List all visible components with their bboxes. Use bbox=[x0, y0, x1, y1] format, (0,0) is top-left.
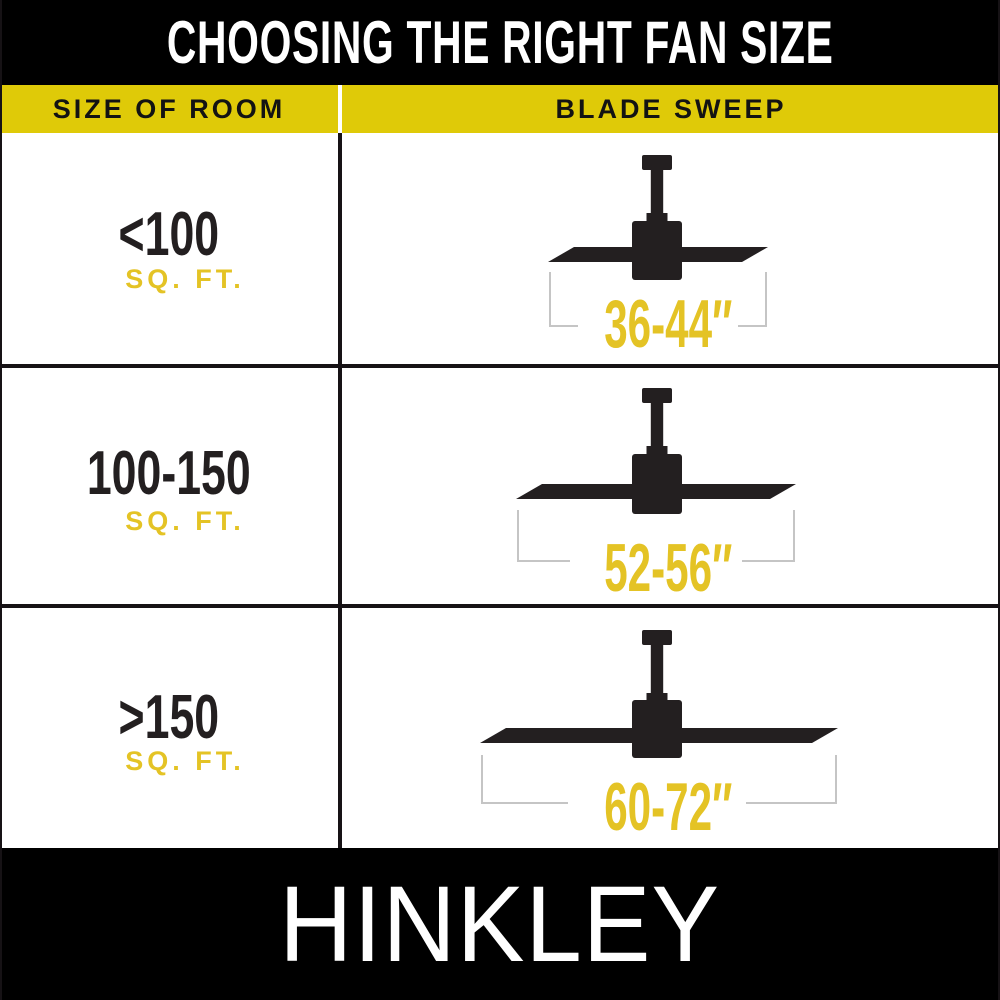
blade-sweep-cell: 52-56″ bbox=[342, 368, 1000, 604]
header-bar: CHOOSING THE RIGHT FAN SIZE bbox=[0, 0, 1000, 85]
table-row: 100-150 SQ. FT. 52-56″ bbox=[0, 368, 1000, 608]
blade-sweep-value: 60-72″ bbox=[603, 769, 733, 845]
ceiling-fan-icon bbox=[516, 388, 796, 562]
left-border bbox=[0, 0, 2, 1000]
blade-sweep-cell: 36-44″ bbox=[342, 133, 1000, 364]
column-header-band: SIZE OF ROOM BLADE SWEEP bbox=[0, 85, 1000, 133]
room-size-cell: >150 SQ. FT. bbox=[0, 608, 342, 848]
room-unit-label: SQ. FT. bbox=[125, 506, 245, 536]
measurement-bracket bbox=[517, 510, 795, 562]
measurement-bracket bbox=[481, 755, 837, 804]
right-border bbox=[998, 0, 1000, 1000]
column-header-sweep-label: BLADE SWEEP bbox=[555, 93, 787, 124]
blade-sweep-value: 52-56″ bbox=[603, 530, 733, 606]
brand-logo: HINKLEY bbox=[279, 863, 721, 984]
room-size-value: >150 bbox=[118, 683, 220, 752]
ceiling-fan-icon bbox=[548, 155, 768, 327]
column-header-room-label: SIZE OF ROOM bbox=[52, 93, 286, 124]
column-header-sweep: BLADE SWEEP bbox=[342, 85, 1000, 133]
blade-sweep-cell: 60-72″ bbox=[342, 608, 1000, 848]
room-size-value: 100-150 bbox=[87, 439, 251, 508]
table-row: <100 SQ. FT. 36-44″ bbox=[0, 133, 1000, 368]
room-size-cell: <100 SQ. FT. bbox=[0, 133, 342, 364]
measurement-bracket bbox=[549, 272, 767, 327]
room-unit-label: SQ. FT. bbox=[125, 746, 245, 776]
room-size-value: <100 bbox=[118, 200, 220, 269]
footer-bar: HINKLEY bbox=[0, 848, 1000, 1000]
ceiling-fan-icon bbox=[480, 630, 838, 804]
room-size-cell: 100-150 SQ. FT. bbox=[0, 368, 342, 604]
table-row: >150 SQ. FT. 60-72″ bbox=[0, 608, 1000, 848]
page-title: CHOOSING THE RIGHT FAN SIZE bbox=[166, 8, 834, 76]
blade-sweep-value: 36-44″ bbox=[603, 286, 733, 362]
column-header-room: SIZE OF ROOM bbox=[0, 85, 342, 133]
room-unit-label: SQ. FT. bbox=[125, 264, 245, 294]
